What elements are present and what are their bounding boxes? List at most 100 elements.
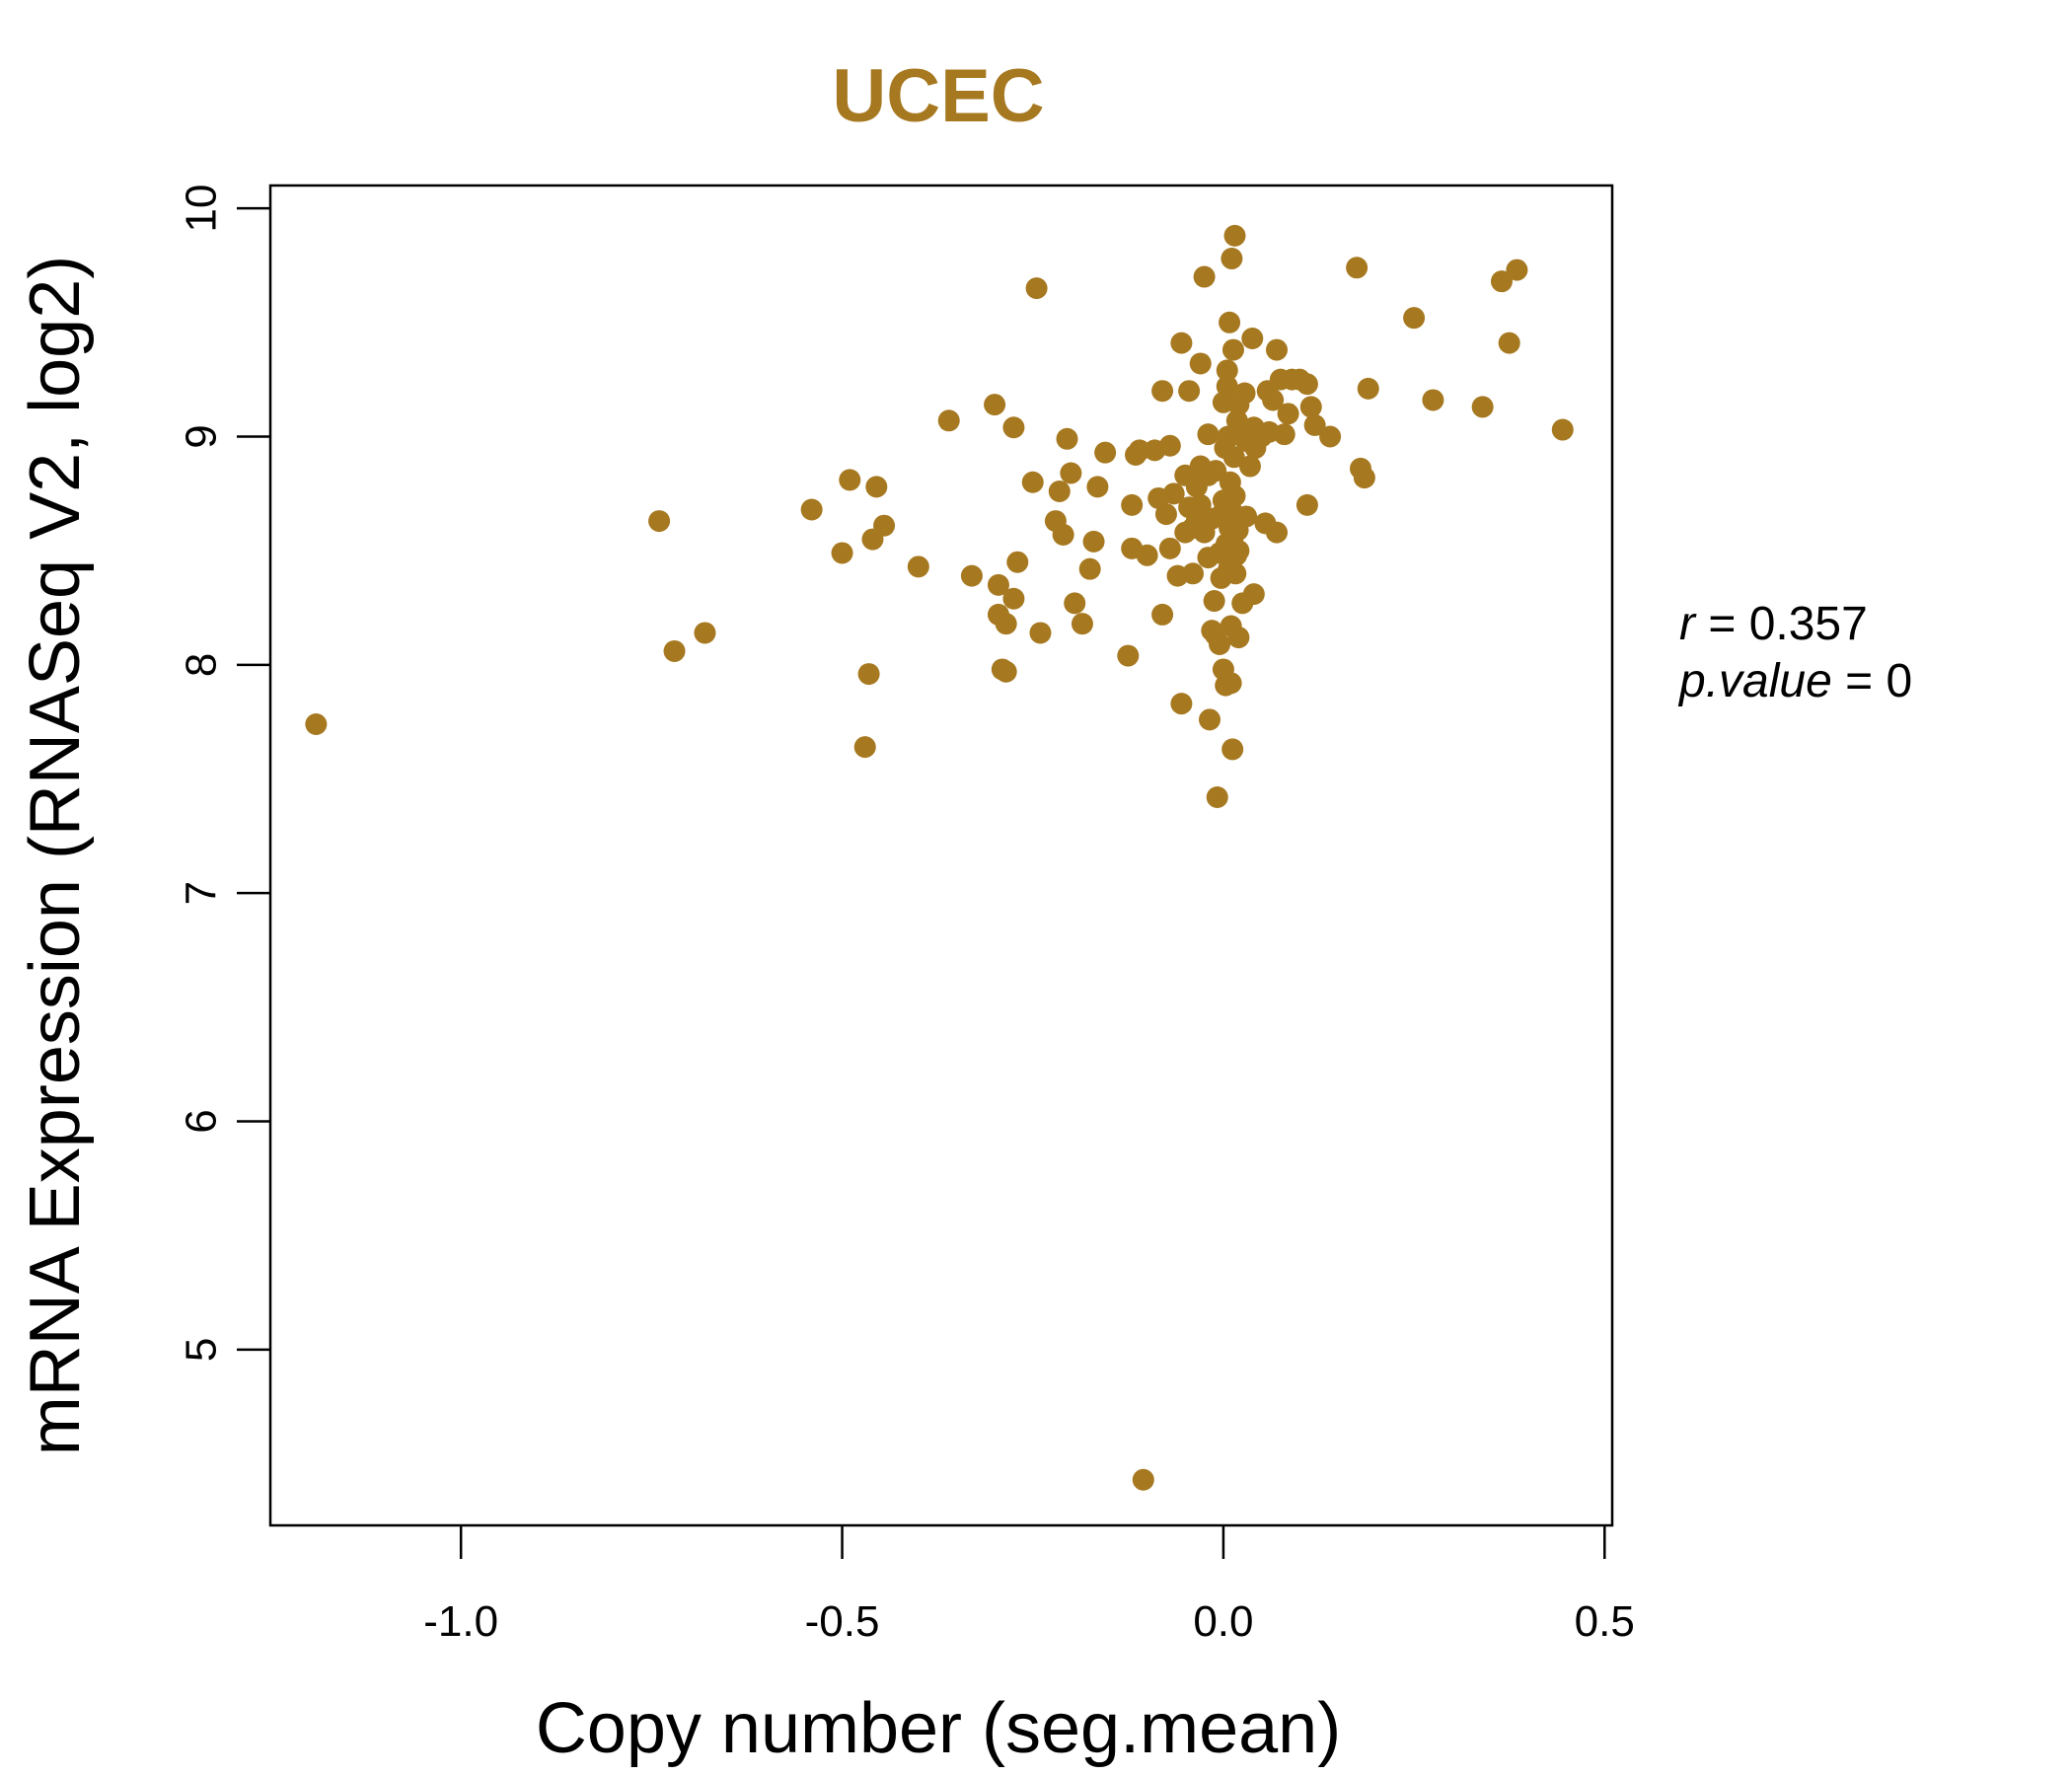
plot-title: UCEC	[832, 54, 1044, 138]
data-point	[1048, 481, 1071, 503]
data-point	[1220, 672, 1242, 695]
data-point	[1021, 471, 1044, 493]
data-point	[1205, 460, 1227, 482]
data-point	[1193, 265, 1216, 288]
data-point	[1178, 380, 1201, 403]
data-point	[865, 476, 888, 498]
data-point	[857, 663, 880, 686]
data-points	[305, 224, 1574, 1491]
data-point	[1082, 530, 1105, 553]
data-point	[1029, 622, 1052, 644]
data-point	[1002, 587, 1025, 610]
data-point	[1132, 1468, 1154, 1491]
data-point	[1128, 439, 1150, 462]
r-label: r	[1679, 598, 1697, 650]
data-point	[995, 613, 1017, 635]
data-point	[1273, 423, 1295, 446]
data-point	[1295, 493, 1318, 516]
data-point	[1121, 493, 1144, 516]
data-point	[1189, 352, 1212, 375]
data-point	[1422, 389, 1444, 411]
data-point	[1303, 413, 1326, 436]
y-tick-label: 5	[178, 1338, 226, 1362]
data-point	[1238, 455, 1261, 478]
data-point	[1262, 389, 1285, 411]
data-point	[1346, 257, 1369, 279]
pvalue-annotation: p.value = 0	[1677, 655, 1912, 707]
data-point	[1006, 551, 1029, 573]
data-point	[960, 564, 983, 587]
data-point	[1242, 583, 1265, 606]
data-point	[1064, 592, 1086, 615]
data-point	[1221, 248, 1243, 270]
x-axis-title: Copy number (seg.mean)	[536, 1689, 1341, 1768]
data-point	[937, 409, 960, 432]
data-point	[1170, 693, 1193, 715]
data-point	[1222, 446, 1245, 469]
data-point	[663, 639, 686, 662]
data-point	[1235, 505, 1258, 528]
y-tick-label: 9	[178, 424, 226, 448]
y-tick-label: 10	[178, 185, 226, 233]
data-point	[1551, 418, 1574, 441]
data-point	[1353, 467, 1375, 489]
y-axis-title: mRNA Expression (RNASeq V2, log2)	[16, 256, 95, 1455]
data-point	[1162, 482, 1185, 505]
data-point	[1206, 786, 1228, 809]
y-tick-label: 7	[178, 881, 226, 905]
data-point	[1151, 380, 1174, 403]
data-point	[1117, 644, 1140, 667]
data-point	[1158, 434, 1181, 457]
data-point	[907, 555, 929, 578]
data-point	[1136, 544, 1158, 566]
data-point	[1197, 423, 1220, 446]
data-point	[1199, 708, 1221, 731]
data-point	[800, 498, 823, 521]
data-point	[995, 660, 1017, 683]
data-point	[984, 394, 1006, 416]
data-point	[1498, 332, 1520, 354]
data-point	[1227, 627, 1250, 649]
data-point	[1158, 537, 1181, 559]
x-axis: -1.0 -0.5 0.0 0.5	[423, 1525, 1635, 1646]
data-point	[1219, 311, 1241, 333]
r-value: 0.357	[1749, 598, 1868, 650]
y-tick-label: 6	[178, 1109, 226, 1133]
data-point	[1151, 603, 1174, 626]
data-point	[1277, 403, 1299, 425]
data-point	[1241, 328, 1264, 350]
data-point	[1319, 425, 1342, 448]
data-point	[1002, 416, 1025, 439]
x-tick-label: -0.5	[805, 1597, 880, 1646]
data-point	[1295, 373, 1318, 396]
data-point	[1060, 462, 1082, 484]
data-point	[1216, 359, 1238, 382]
data-point	[1224, 562, 1247, 585]
data-point	[1506, 259, 1528, 281]
data-point	[1182, 562, 1204, 585]
data-point	[831, 542, 853, 564]
data-point	[694, 622, 716, 644]
data-point	[1223, 224, 1246, 247]
x-tick-label: 0.5	[1575, 1597, 1635, 1646]
data-point	[1078, 557, 1101, 580]
y-tick-label: 8	[178, 653, 226, 677]
data-point	[1209, 633, 1231, 656]
data-point	[1221, 738, 1244, 761]
data-point	[1227, 540, 1250, 562]
data-point	[1471, 396, 1494, 418]
correlation-annotation: r = 0.357	[1679, 598, 1868, 650]
data-point	[1203, 590, 1225, 613]
data-point	[1154, 503, 1177, 526]
data-point	[1216, 375, 1238, 398]
data-point	[1052, 523, 1074, 546]
data-point	[1094, 441, 1117, 464]
data-point	[1221, 338, 1244, 361]
data-point	[1403, 307, 1426, 330]
x-tick-label: -1.0	[423, 1597, 498, 1646]
data-point	[1170, 332, 1193, 354]
plot-frame	[268, 184, 1614, 1527]
data-point	[853, 736, 876, 759]
x-tick-label: 0.0	[1193, 1597, 1253, 1646]
